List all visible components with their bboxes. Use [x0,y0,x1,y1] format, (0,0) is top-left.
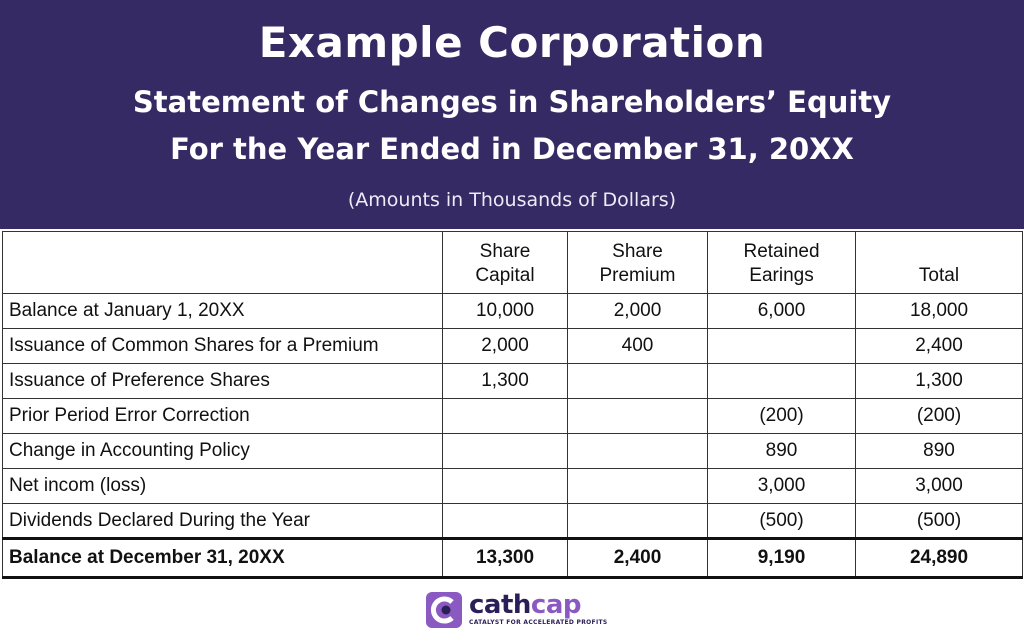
row-label: Issuance of Common Shares for a Premium [2,328,443,364]
total-cell: 1,300 [855,363,1023,399]
retained-earnings-cell: 6,000 [707,293,856,329]
table-header-row: Share Capital Share Premium Retained Earing… [2,231,1023,294]
total-cell: 18,000 [855,293,1023,329]
share-capital-cell [442,503,568,539]
statement-period: For the Year Ended in December 31, 20XX [170,132,854,166]
statement-title: Statement of Changes in Shareholders’ Eq… [132,85,892,119]
total-cell: 2,400 [855,328,1023,364]
amounts-note: (Amounts in Thousands of Dollars) [347,189,677,211]
row-label: Net incom (loss) [2,468,443,504]
retained-earnings-cell [707,363,856,399]
total-cell: 3,000 [855,468,1023,504]
share-premium-cell [567,363,708,399]
column-header-share-premium: Share Premium [567,231,708,294]
total-share-capital-cell: 13,300 [442,537,568,579]
header-banner: Example Corporation Statement of Changes… [0,0,1024,229]
share-premium-cell [567,468,708,504]
share-premium-cell [567,503,708,539]
share-capital-cell: 1,300 [442,363,568,399]
column-header-retained-earnings: Retained Earings [707,231,856,294]
table-row: Issuance of Preference Shares 1,300 1,30… [2,363,1023,399]
share-capital-cell [442,398,568,434]
total-row-label: Balance at December 31, 20XX [2,537,443,579]
total-row: Balance at December 31, 20XX 13,300 2,40… [2,537,1023,579]
logo-tagline: CATALYST FOR ACCELERATED PROFITS [469,619,608,626]
total-cell: 890 [855,433,1023,469]
share-capital-cell: 2,000 [442,328,568,364]
table-row: Change in Accounting Policy 890 890 [2,433,1023,469]
share-premium-cell [567,433,708,469]
retained-earnings-cell: (500) [707,503,856,539]
column-header-description [2,231,443,294]
logo-wordmark: cathcap [469,590,581,620]
table-row: Issuance of Common Shares for a Premium … [2,328,1023,364]
cathcap-logo: cathcap CATALYST FOR ACCELERATED PROFITS [425,590,608,630]
share-capital-cell: 10,000 [442,293,568,329]
total-cell: (200) [855,398,1023,434]
total-share-premium-cell: 2,400 [567,537,708,579]
share-premium-cell [567,398,708,434]
retained-earnings-cell [707,328,856,364]
column-header-total: Total [855,231,1023,294]
retained-earnings-cell: 890 [707,433,856,469]
share-premium-cell: 2,000 [567,293,708,329]
total-retained-earnings-cell: 9,190 [707,537,856,579]
row-label: Change in Accounting Policy [2,433,443,469]
retained-earnings-cell: 3,000 [707,468,856,504]
column-header-share-capital: Share Capital [442,231,568,294]
row-label: Balance at January 1, 20XX [2,293,443,329]
table-row: Net incom (loss) 3,000 3,000 [2,468,1023,504]
row-label: Issuance of Preference Shares [2,363,443,399]
row-label: Prior Period Error Correction [2,398,443,434]
share-premium-cell: 400 [567,328,708,364]
total-cell: (500) [855,503,1023,539]
table-row: Dividends Declared During the Year (500)… [2,503,1023,539]
share-capital-cell [442,433,568,469]
row-label: Dividends Declared During the Year [2,503,443,539]
table-row: Prior Period Error Correction (200) (200… [2,398,1023,434]
table-row: Balance at January 1, 20XX 10,000 2,000 … [2,293,1023,329]
equity-table: Share Capital Share Premium Retained Earing… [2,231,1023,579]
company-title: Example Corporation [258,18,766,67]
grand-total-cell: 24,890 [855,537,1023,579]
retained-earnings-cell: (200) [707,398,856,434]
cathcap-logo-mark-icon [426,592,462,628]
share-capital-cell [442,468,568,504]
